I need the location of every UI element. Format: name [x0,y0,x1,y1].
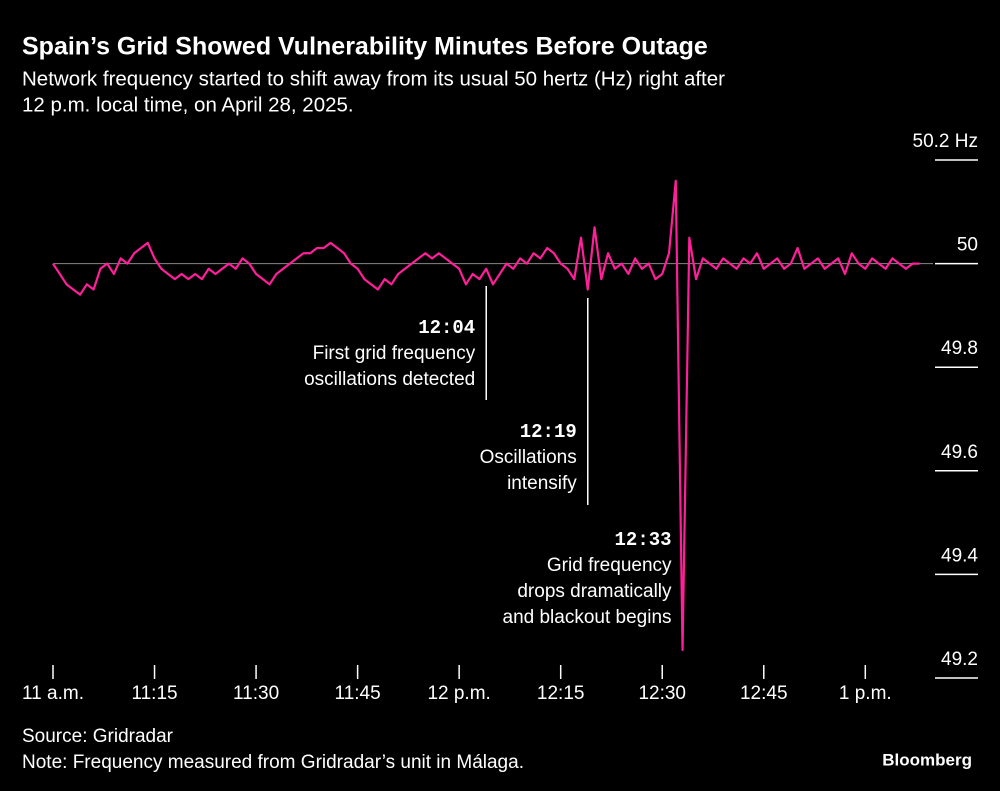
note: Note: Frequency measured from Gridradar’… [22,752,524,773]
brand: Bloomberg [882,750,972,769]
subtitle: Network frequency started to shift away … [22,67,725,90]
x-tick-label: 11:30 [233,683,279,704]
x-tick-label: 11:45 [335,683,381,704]
annotation-text: and blackout begins [503,607,672,628]
annotation-text: Oscillations [480,447,577,468]
y-tick-label: 49.4 [941,545,978,566]
x-tick-label: 12 p.m. [427,683,490,704]
x-tick-label: 12:15 [537,683,585,704]
chart-title: Spain’s Grid Showed Vulnerability Minute… [22,33,708,61]
subtitle: 12 p.m. local time, on April 28, 2025. [22,93,354,116]
annotation-time: 12:04 [418,317,475,339]
y-tick-label: 50.2 Hz [913,131,978,152]
annotation-time: 12:19 [520,421,577,443]
annotation-time: 12:33 [615,529,672,551]
x-tick-label: 12:45 [740,683,788,704]
frequency-line [52,179,920,652]
annotation-text: intensify [507,473,577,494]
x-tick-label: 1 p.m. [839,683,892,704]
y-tick-label: 50 [957,235,978,256]
annotation-text: oscillations detected [304,369,475,390]
annotation-text: Grid frequency [547,555,672,576]
x-tick-label: 11:15 [131,683,177,704]
y-tick-label: 49.2 [941,649,978,670]
y-tick-label: 49.6 [941,442,978,463]
x-tick-label: 12:30 [638,683,686,704]
annotation-text: drops dramatically [517,581,672,602]
y-tick-label: 49.8 [941,338,978,359]
source: Source: Gridradar [22,726,174,747]
annotation-text: First grid frequency [313,343,476,364]
x-tick-label: 11 a.m. [22,683,84,704]
